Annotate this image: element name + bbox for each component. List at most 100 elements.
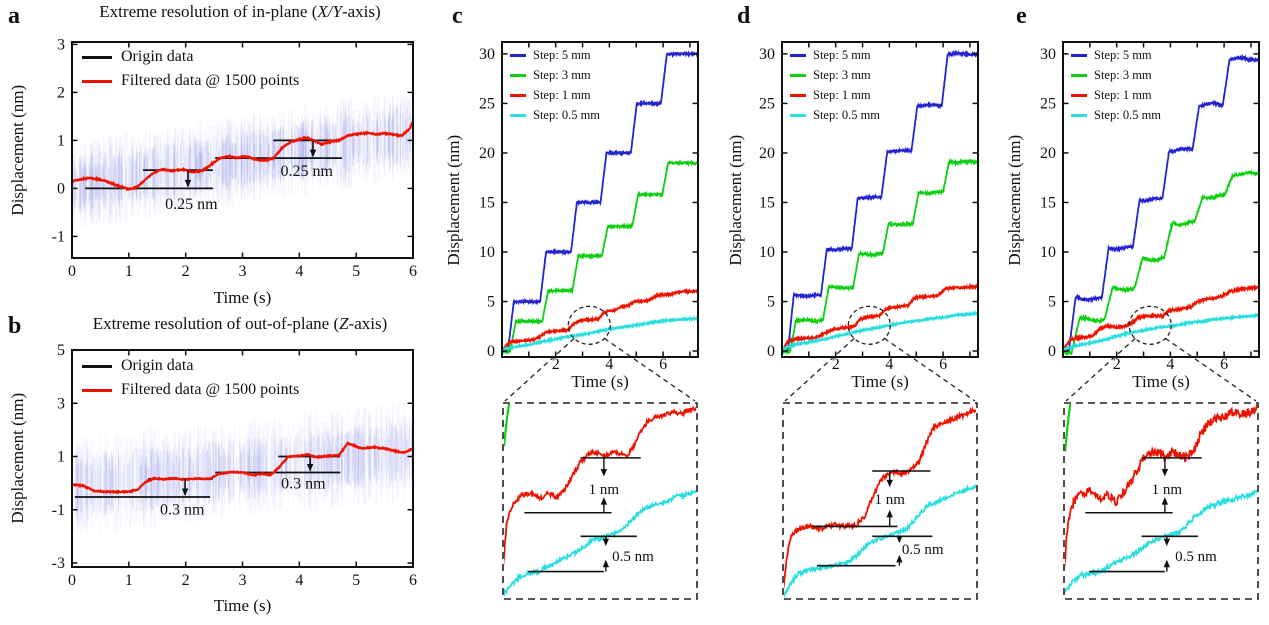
legend-item: Step: 0.5 mm [1071,108,1161,123]
y-tick-label: 0 [57,180,65,197]
y-tick-label: 10 [479,244,495,261]
zoom-circle [847,305,891,345]
y-tick-label: 25 [1040,95,1056,112]
axes-frame [1062,41,1260,358]
legend-item: Filtered data @ 1500 points [82,381,299,399]
y-tick-label: 25 [759,95,775,112]
legend-label: Step: 5 mm [813,48,871,62]
legend-item: Origin data [82,357,299,375]
zoom-connector-right [603,337,696,402]
x-tick-label: 3 [239,263,247,280]
zoom-inset-e: 1 nm 0.5 nm [1065,404,1257,594]
legend-line-swatch [790,54,806,57]
noise-band [73,105,412,214]
y-tick-label: 0 [487,343,495,360]
legend-line-swatch [82,55,112,59]
legend-line-swatch [790,114,806,117]
inset-annotation: 1 nm [1152,482,1183,498]
axes-frame [501,41,699,358]
legend-line-swatch [510,94,526,97]
legend-label: Step: 0.5 mm [1094,108,1162,122]
axis-ticks [502,42,698,357]
y-tick-label: 2 [57,84,65,101]
zoom-connector-left [504,337,575,402]
arrowhead [600,469,608,477]
inset-green-curve [1065,404,1072,453]
panel-d-ylabel: Displacement (nm) [725,134,745,266]
inset-red-curve [504,405,696,567]
arrowhead [602,538,610,547]
legend-item: Filtered data @ 1500 points [82,72,299,90]
series-filtered-data-1500-points [73,441,412,495]
arrowhead [896,554,903,563]
legend-line-swatch [82,364,112,368]
zoom-connector-left [784,337,855,402]
zoom-circle [1128,305,1172,345]
inset-annotation: 0.5 nm [902,542,944,558]
arrowhead [184,179,192,188]
series-step-3-mm [503,159,697,355]
step-annotation: 0.25 nm [165,196,218,213]
inset-cyan-curve [1065,489,1257,594]
legend-item: Step: 3 mm [790,68,880,83]
x-tick-label: 2 [182,263,190,280]
step-annotation: 0.3 nm [281,476,326,493]
arrowhead [1161,469,1169,477]
x-tick-label: 5 [352,263,360,280]
zoom-connector-right [1164,337,1257,402]
inset-red-curve [1065,404,1257,569]
x-tick-label: 6 [409,263,417,280]
legend-label: Origin data [121,48,194,65]
panel-e-letter: e [1016,3,1027,29]
panel-b-xlabel: Time (s) [213,596,272,615]
arrowhead [600,497,608,505]
zoom-inset-d: 1 nm 0.5 nm [784,405,976,598]
panel-d-xlabel: Time (s) [851,372,909,391]
plot-area-e [1064,54,1258,356]
axes-frame [781,41,979,358]
arrowhead [886,509,893,518]
y-tick-label: 1 [57,132,65,149]
y-tick-label: -1 [52,228,65,245]
y-tick-label: 20 [479,145,495,162]
y-tick-label: 5 [767,294,775,311]
x-tick-label: 2 [182,572,190,589]
legend-item: Step: 1 mm [510,88,600,103]
series-filtered-data-1500-points [73,121,412,192]
plot-area-b [73,402,412,536]
inset-annotation: 0.5 nm [1175,549,1217,565]
legend-label: Step: 5 mm [1094,48,1152,62]
panel-c-legend: Step: 5 mm Step: 3 mm Step: 1 mm Step: 0… [510,48,600,128]
x-tick-label: 6 [409,572,417,589]
panel-c-letter: c [452,3,463,29]
y-tick-label: 3 [57,395,65,412]
panel-d-legend: Step: 5 mm Step: 3 mm Step: 1 mm Step: 0… [790,48,880,128]
arrowhead [602,559,610,568]
arrowhead [181,488,189,496]
x-tick-label: 0 [68,572,76,589]
y-tick-label: 20 [759,145,775,162]
arrowhead [306,463,314,472]
y-tick-label: 5 [487,294,495,311]
y-tick-label: 0 [767,343,775,360]
y-tick-label: 5 [57,342,65,359]
legend-line-swatch [82,79,112,83]
legend-item: Step: 5 mm [790,48,880,63]
y-tick-label: 30 [479,46,495,63]
panel-b-legend: Origin data Filtered data @ 1500 points [82,357,299,405]
inset-green-curve [504,404,511,447]
y-tick-label: 3 [57,36,65,53]
step-annotation: 0.3 nm [160,501,205,518]
y-tick-label: 15 [479,194,495,211]
x-tick-label: 6 [1220,356,1228,373]
legend-item: Step: 3 mm [510,68,600,83]
arrowhead [1163,559,1171,568]
panel-c-ylabel: Displacement (nm) [443,134,463,266]
legend-label: Step: 3 mm [813,68,871,82]
series-step-0.5-mm [1064,312,1258,352]
legend-label: Step: 1 mm [813,88,871,102]
panel-b-title: Extreme resolution of out-of-plane (Z-ax… [92,314,388,333]
legend-label: Step: 5 mm [533,48,591,62]
legend-line-swatch [510,54,526,57]
